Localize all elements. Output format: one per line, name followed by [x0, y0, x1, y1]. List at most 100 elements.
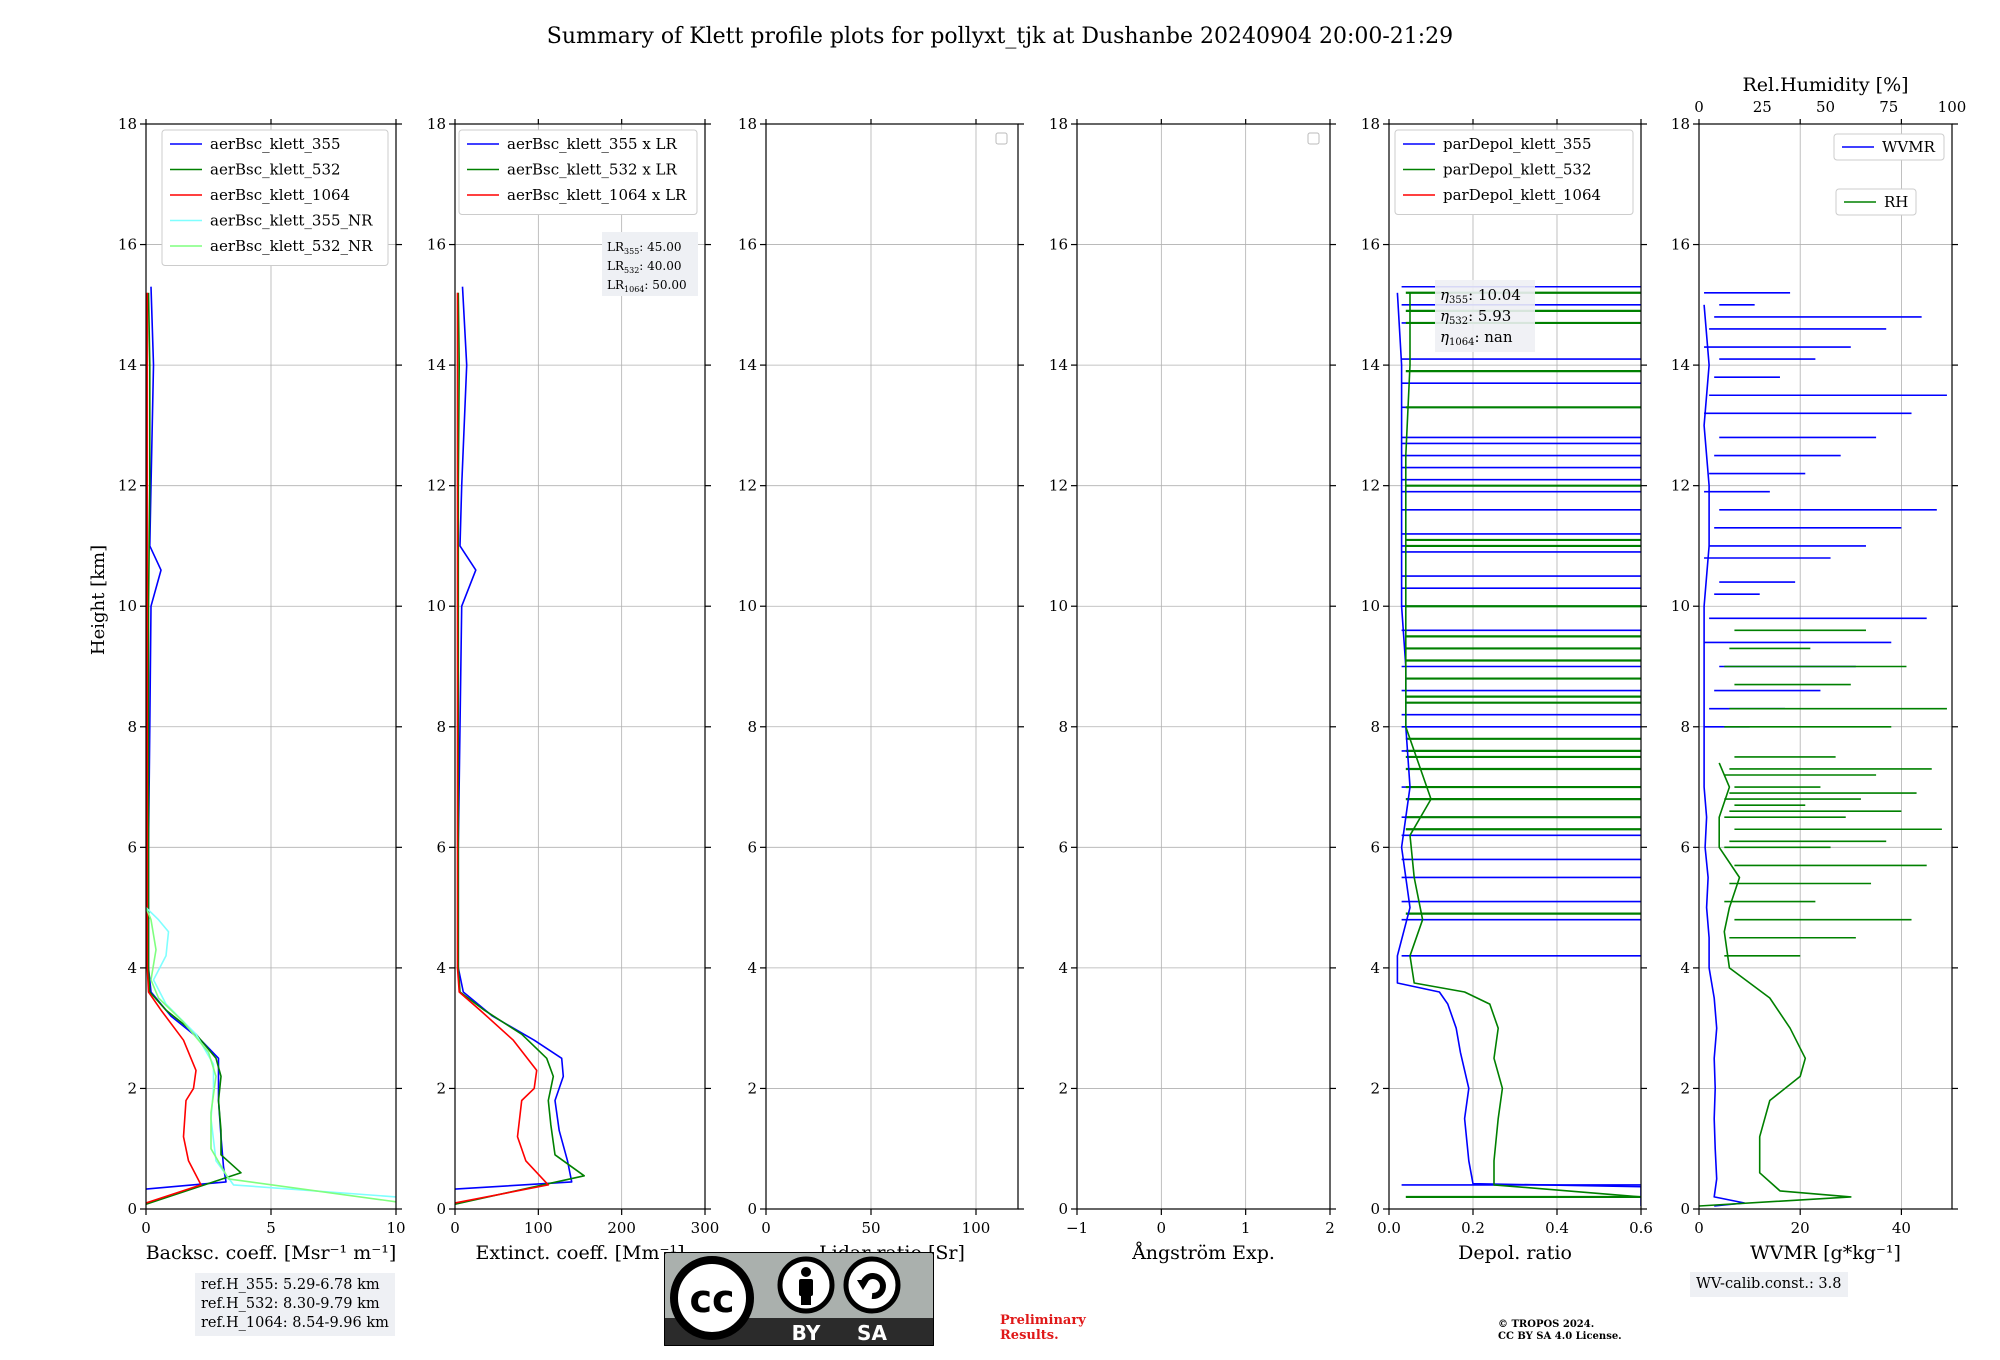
y-tick-label: 6 [436, 838, 446, 856]
x-tick-label: 100 [524, 1219, 553, 1237]
y-tick-label: 10 [1671, 597, 1690, 615]
series-line-aerBsc_klett_532 x LR [455, 292, 585, 1205]
y-tick-label: 18 [1671, 115, 1690, 133]
y-tick-label: 14 [1361, 356, 1380, 374]
y-tick-label: 8 [1058, 718, 1068, 736]
y-tick-label: 18 [738, 115, 757, 133]
legend-extinction: aerBsc_klett_355 x LR aerBsc_klett_532 x … [458, 129, 698, 215]
y-tick-label: 8 [1680, 718, 1690, 736]
y-tick-label: 10 [427, 597, 446, 615]
y-tick-label: 6 [1370, 838, 1380, 856]
y-tick-label: 16 [118, 236, 137, 254]
y-tick-label: 4 [436, 959, 446, 977]
x-axis-label: Depol. ratio [1458, 1242, 1572, 1264]
x-tick-label: 300 [691, 1219, 720, 1237]
y-tick-label: 2 [1680, 1079, 1690, 1097]
y-tick-label: 16 [1049, 236, 1068, 254]
y-tick-label: 4 [747, 959, 757, 977]
x-tick-label: 50 [861, 1219, 880, 1237]
plot-area [1396, 285, 1641, 1206]
axes-frame [1388, 123, 1642, 1210]
x-tick-label: 200 [607, 1219, 636, 1237]
y-tick-label: 18 [1049, 115, 1068, 133]
depol-eta-entry: η1064: nan [1440, 328, 1513, 348]
y-tick-label: 6 [1680, 838, 1690, 856]
lidar-ratio-info-box: LR355: 45.00 LR532: 40.00 LR1064: 50.00 [602, 232, 698, 296]
x-tick-label: 1 [1241, 1219, 1251, 1237]
y-tick-label: 4 [127, 959, 137, 977]
x-tick-label: 5 [266, 1219, 276, 1237]
x-tick-label: 2 [1325, 1219, 1335, 1237]
x-axis-label: Backsc. coeff. [Msr⁻¹ m⁻¹] [146, 1242, 397, 1264]
panel-lidar_ratio: 050100024681012141618Lidar ratio [Sr] [738, 115, 1024, 1264]
cc-icon [670, 1256, 754, 1340]
x-tick-label: 100 [962, 1219, 991, 1237]
y-tick-label: 0 [1058, 1200, 1068, 1218]
legend-label: parDepol_klett_532 [1443, 161, 1592, 179]
y-tick-label: 0 [127, 1200, 137, 1218]
preliminary-note: Preliminary Results. [1000, 1313, 1086, 1343]
y-tick-label: 16 [1671, 236, 1690, 254]
lidar-ratio-entry: LR355: 45.00 [607, 240, 682, 256]
legend-label: aerBsc_klett_355 x LR [507, 135, 678, 153]
plot-area [1699, 291, 1947, 1207]
y-tick-label: 2 [747, 1079, 757, 1097]
series-line-aerBsc_klett_532_NR [146, 907, 396, 1203]
legend-depol: parDepol_klett_355 parDepol_klett_532 parD… [1394, 129, 1634, 215]
x-tick-label: −1 [1066, 1219, 1088, 1237]
y-axis-label: Height [km] [88, 545, 109, 655]
y-tick-label: 2 [127, 1079, 137, 1097]
y-tick-label: 4 [1680, 959, 1690, 977]
y-tick-label: 6 [1058, 838, 1068, 856]
x-axis-label: WVMR [g*kg⁻¹] [1750, 1242, 1901, 1264]
y-tick-label: 14 [1049, 356, 1068, 374]
x-tick-label: 0.2 [1461, 1219, 1485, 1237]
x-tick-label: 0 [141, 1219, 151, 1237]
plot-area [146, 286, 396, 1205]
y-tick-label: 14 [738, 356, 757, 374]
rh-axis-label: Rel.Humidity [%] [1742, 74, 1908, 96]
axes-frame [1076, 123, 1331, 1210]
depol-eta-entry: η532: 5.93 [1440, 307, 1511, 327]
ref-height-1064: ref.H_1064: 8.54-9.96 km [201, 1315, 389, 1331]
rh-tick-label: 100 [1938, 98, 1967, 116]
wv-calibration-box: WV-calib.const.: 3.8 [1690, 1272, 1848, 1297]
y-tick-label: 2 [1058, 1079, 1068, 1097]
series-line-aerBsc_klett_355 x LR [455, 286, 573, 1190]
y-tick-label: 14 [1671, 356, 1690, 374]
lidar-ratio-entry: LR532: 40.00 [607, 259, 682, 275]
plot-area [455, 286, 585, 1205]
y-tick-label: 12 [118, 477, 137, 495]
y-tick-label: 18 [118, 115, 137, 133]
y-tick-label: 6 [127, 838, 137, 856]
legend-rh: RH [1835, 188, 1917, 216]
by-label: BY [792, 1321, 821, 1345]
x-tick-label: 0 [450, 1219, 460, 1237]
x-tick-label: 40 [1892, 1219, 1911, 1237]
copyright-line-1: © TROPOS 2024. [1498, 1319, 1595, 1330]
y-tick-label: 10 [1361, 597, 1380, 615]
x-tick-label: 0.0 [1377, 1219, 1401, 1237]
series-line-aerBsc_klett_355 [146, 286, 227, 1190]
legend-label: RH [1884, 193, 1908, 211]
y-tick-label: 0 [436, 1200, 446, 1218]
series-line-aerBsc_klett_1064 [146, 292, 202, 1204]
copyright-line-2: CC BY SA 4.0 License. [1498, 1331, 1622, 1342]
x-tick-label: 0.6 [1629, 1219, 1653, 1237]
y-tick-label: 6 [747, 838, 757, 856]
y-tick-label: 14 [427, 356, 446, 374]
legend-label: parDepol_klett_1064 [1443, 186, 1601, 204]
panel-wvmr: 0 20 40 0 2 4 6 8 10 12 14 16 18 WVMR [g*kg⁻¹] WVMR RH 0… [1671, 74, 1966, 1264]
y-tick-label: 0 [1370, 1200, 1380, 1218]
series-line-RH [1699, 762, 1852, 1207]
series-line-aerBsc_klett_532 [146, 292, 242, 1205]
x-axis-label: Extinct. coeff. [Mm⁻¹] [475, 1242, 684, 1264]
y-tick-label: 18 [1361, 115, 1380, 133]
x-tick-label: 0.4 [1545, 1219, 1569, 1237]
y-tick-label: 12 [1361, 477, 1380, 495]
legend-label: aerBsc_klett_532_NR [210, 237, 373, 255]
rh-tick-label: 0 [1694, 98, 1704, 116]
lidar-ratio-entry: LR1064: 50.00 [607, 278, 687, 294]
cc-license-badge: cc BY SA [664, 1252, 934, 1346]
